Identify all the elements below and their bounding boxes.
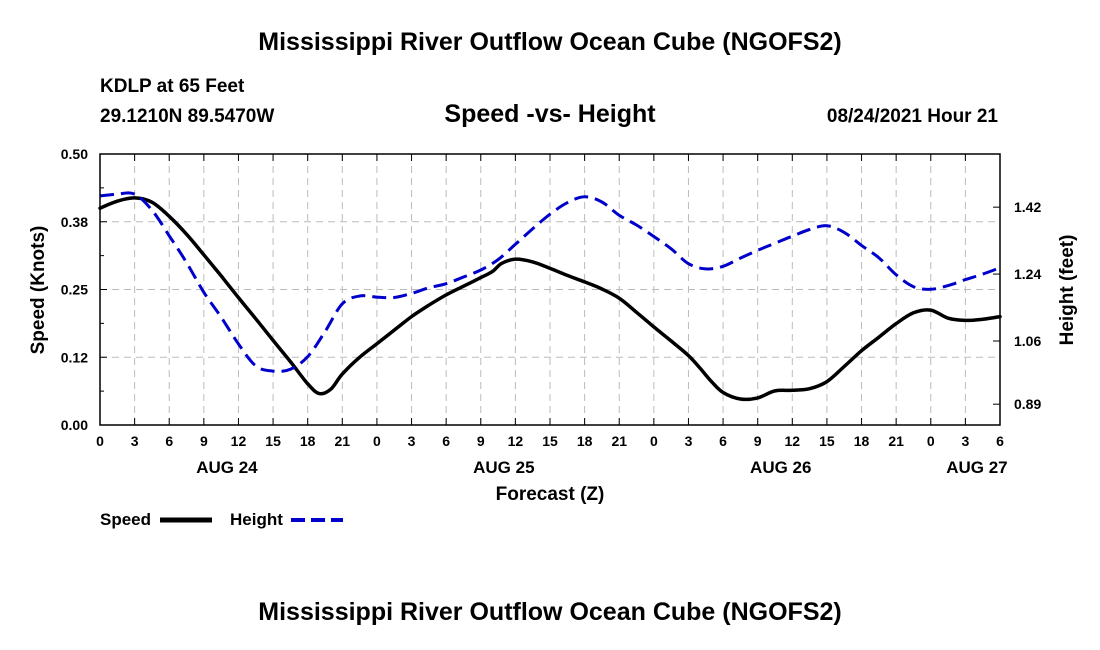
- x-tick-label: 6: [442, 433, 450, 449]
- x-day-label: AUG 26: [750, 458, 811, 477]
- x-tick-label: 12: [785, 433, 801, 449]
- series-line-height: [99, 191, 1001, 373]
- x-tick-label: 6: [996, 433, 1004, 449]
- axis-labels: 0 3 6 9 12 15 18 21 0 3 6 9 12 15 18 21 0 3 6 9 12 15 18 21 0 3 6 A…: [61, 146, 1042, 477]
- chart-subtitle: Speed -vs- Height: [444, 100, 656, 128]
- x-tick-label: 0: [373, 433, 381, 449]
- legend-label-speed: Speed: [100, 510, 151, 529]
- x-tick-label: 18: [854, 433, 870, 449]
- x-tick-label: 0: [927, 433, 935, 449]
- grid-lines: [100, 154, 1000, 425]
- y-tick-label-right: 0.89: [1014, 396, 1041, 412]
- x-day-label: AUG 27: [946, 458, 1007, 477]
- forecast-datetime: 08/24/2021 Hour 21: [826, 106, 998, 127]
- x-tick-label: 21: [335, 433, 351, 449]
- station-label: KDLP at 65 Feet: [100, 76, 245, 97]
- y-tick-label-right: 1.06: [1014, 333, 1041, 349]
- x-tick-label: 12: [508, 433, 524, 449]
- x-day-label: AUG 24: [196, 458, 258, 477]
- x-tick-label: 18: [577, 433, 593, 449]
- y-axis-label-right: Height (feet): [1057, 235, 1078, 346]
- footer-title: Mississippi River Outflow Ocean Cube (NG…: [258, 598, 842, 626]
- x-tick-label: 3: [408, 433, 416, 449]
- x-tick-label: 6: [165, 433, 173, 449]
- x-tick-label: 21: [888, 433, 904, 449]
- legend: Speed Height: [100, 510, 343, 529]
- y-tick-label-left: 0.25: [61, 282, 88, 298]
- x-tick-label: 0: [650, 433, 658, 449]
- x-tick-label: 3: [961, 433, 969, 449]
- x-day-label: AUG 25: [473, 458, 534, 477]
- x-tick-label: 3: [685, 433, 693, 449]
- x-tick-label: 9: [200, 433, 208, 449]
- y-tick-label-right: 1.24: [1014, 266, 1041, 282]
- series-line-speed: [98, 196, 1002, 402]
- x-axis-label: Forecast (Z): [496, 484, 605, 505]
- x-tick-label: 9: [754, 433, 762, 449]
- x-tick-label: 9: [477, 433, 485, 449]
- station-coordinates: 29.1210N 89.5470W: [100, 106, 275, 127]
- x-tick-label: 12: [231, 433, 247, 449]
- x-tick-label: 3: [131, 433, 139, 449]
- legend-label-height: Height: [230, 510, 283, 529]
- y-tick-label-left: 0.12: [61, 349, 88, 365]
- series-lines: [98, 191, 1002, 402]
- x-tick-label: 6: [719, 433, 727, 449]
- x-tick-label: 0: [96, 433, 104, 449]
- y-tick-label-left: 0.00: [61, 417, 88, 433]
- chart-title: Mississippi River Outflow Ocean Cube (NG…: [258, 28, 842, 56]
- x-tick-label: 18: [300, 433, 316, 449]
- y-tick-label-right: 1.42: [1014, 199, 1041, 215]
- x-tick-label: 15: [265, 433, 281, 449]
- plot-frame: [99, 153, 1001, 426]
- y-tick-label-left: 0.38: [61, 214, 88, 230]
- x-tick-label: 21: [611, 433, 627, 449]
- x-tick-label: 15: [542, 433, 558, 449]
- y-axis-label-left: Speed (Knots): [28, 226, 49, 355]
- x-tick-label: 15: [819, 433, 835, 449]
- y-tick-label-left: 0.50: [61, 146, 88, 162]
